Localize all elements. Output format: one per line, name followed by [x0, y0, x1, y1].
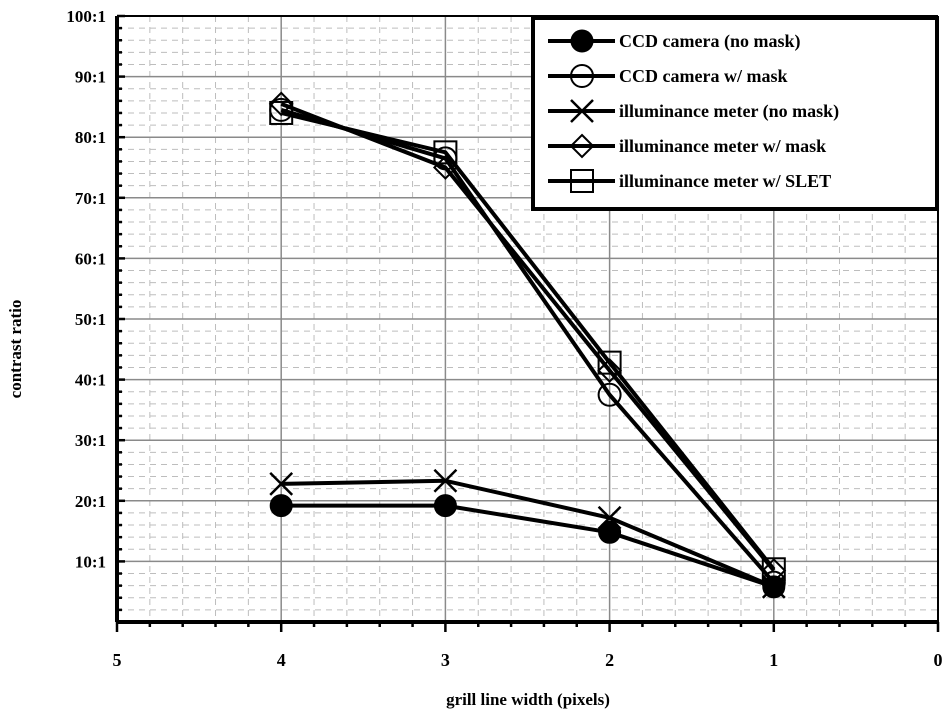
legend-label: CCD camera w/ mask [619, 66, 787, 86]
y-tick-label: 100:1 [66, 7, 106, 26]
series-line [280, 102, 776, 572]
y-tick-label: 30:1 [75, 431, 106, 450]
data-point [761, 558, 787, 583]
x-tick-label: 2 [605, 650, 614, 670]
data-point [598, 520, 622, 544]
series-5 [269, 100, 786, 582]
series-layer [268, 91, 787, 599]
data-point [433, 494, 457, 518]
y-tick-label: 60:1 [75, 249, 106, 268]
legend-marker [570, 169, 594, 193]
legend-marker [570, 64, 594, 88]
data-point [433, 468, 458, 493]
legend-item: illuminance meter w/ mask [548, 133, 826, 159]
legend-label: illuminance meter w/ mask [619, 136, 826, 156]
legend-marker [569, 133, 595, 159]
data-point [597, 358, 623, 383]
x-tick-label: 1 [769, 650, 778, 670]
y-axis-label: contrast ratio [6, 300, 25, 399]
series-1 [269, 494, 786, 599]
data-point [597, 382, 622, 407]
series-line [281, 503, 775, 589]
x-tick-label: 0 [934, 650, 943, 670]
y-tick-label: 70:1 [75, 189, 106, 208]
series-line [281, 478, 775, 589]
data-point [597, 350, 622, 375]
legend-item: CCD camera w/ mask [548, 64, 787, 88]
legend-marker [570, 29, 594, 53]
legend-marker [570, 99, 594, 123]
x-tick-label: 3 [441, 650, 450, 670]
axes [115, 14, 940, 632]
legend-item: illuminance meter (no mask) [548, 99, 839, 123]
data-point [433, 140, 458, 165]
x-tick-label: 4 [277, 650, 286, 670]
data-point [597, 505, 622, 530]
legend-label: illuminance meter (no mask) [619, 101, 839, 122]
y-tick-label: 10:1 [75, 552, 106, 571]
x-tick-labels: 5 4 3 2 1 0 [113, 650, 943, 670]
y-tick-label: 90:1 [75, 68, 106, 87]
x-tick-label: 5 [113, 650, 122, 670]
legend-item: CCD camera (no mask) [548, 29, 800, 53]
legend: CCD camera (no mask) CCD camera w/ mask il… [531, 16, 939, 211]
legend-label: illuminance meter w/ SLET [619, 171, 831, 191]
y-tick-label: 40:1 [75, 371, 106, 390]
y-tick-label: 80:1 [75, 128, 106, 147]
x-axis-label: grill line width (pixels) [446, 690, 610, 709]
series-line [280, 111, 776, 571]
y-tick-labels: 10:1 20:1 30:1 40:1 50:1 60:1 70:1 80:1 90:1 100:… [66, 7, 106, 571]
y-tick-label: 20:1 [75, 492, 106, 511]
legend-frame [531, 16, 939, 211]
legend-item: illuminance meter w/ SLET [548, 169, 831, 193]
data-point [269, 471, 294, 496]
data-point [269, 494, 293, 518]
data-point [269, 100, 294, 125]
y-tick-label: 50:1 [75, 310, 106, 329]
data-point [761, 557, 786, 582]
legend-label: CCD camera (no mask) [619, 31, 800, 52]
